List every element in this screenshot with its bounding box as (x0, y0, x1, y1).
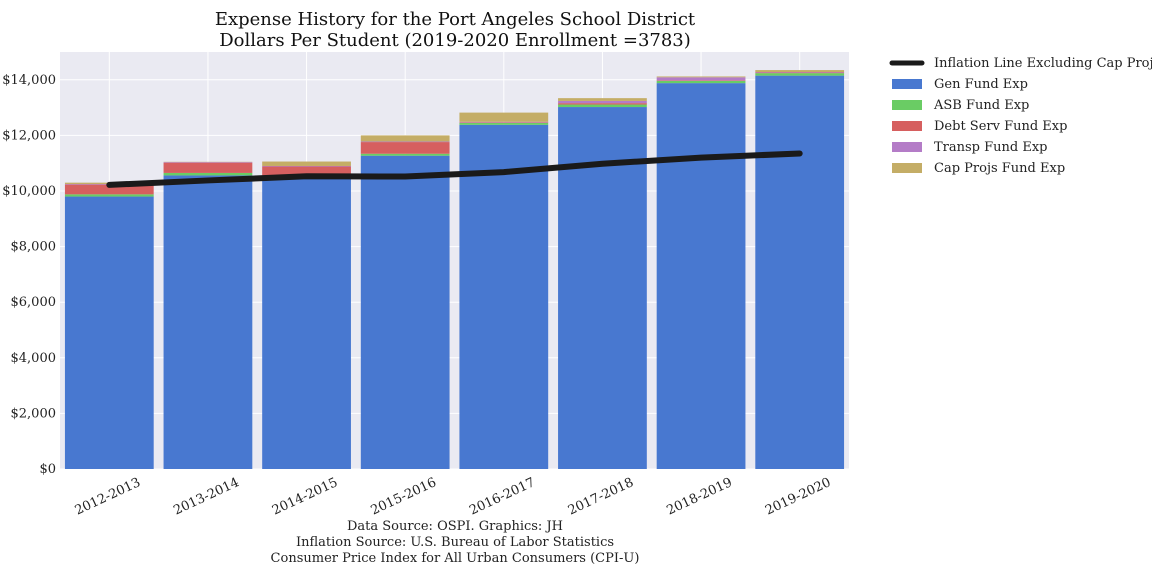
bar-segment (459, 124, 549, 469)
bar-segment (755, 70, 845, 73)
bar-segment (360, 142, 450, 154)
bar-segment (755, 72, 845, 73)
inflation-line (106, 150, 803, 188)
y-tick-label: $8,000 (11, 240, 57, 255)
line-layer (106, 150, 803, 188)
legend-label: Transp Fund Exp (934, 140, 1048, 155)
bar-segment (360, 153, 450, 156)
bar-segment (64, 196, 154, 469)
bar-segment (656, 77, 746, 81)
y-tick-label: $10,000 (2, 184, 56, 199)
bar-segment (558, 103, 647, 105)
x-tick-label: 2017-2018 (566, 475, 636, 518)
bar-segment (262, 165, 351, 167)
legend-label: Cap Projs Fund Exp (934, 161, 1065, 176)
y-tick-label: $0 (39, 462, 56, 477)
bar-segment (459, 122, 549, 125)
y-tick-label: $14,000 (2, 73, 56, 88)
y-axis: $0 $2,000 $4,000 $6,000 $8,000 $10,000 $12,000… (2, 73, 56, 477)
bar-segment (64, 194, 154, 197)
bar-segment (360, 135, 450, 142)
legend-swatch (892, 100, 922, 110)
bar-segment (656, 80, 746, 84)
bar-segment (558, 100, 647, 104)
bar-segment (360, 141, 450, 143)
legend: Inflation Line Excluding Cap Projs Gen Fu… (889, 56, 1152, 176)
x-axis: 2012-2013 2013-2014 2014-2015 2015-2016 2016… (73, 475, 834, 518)
legend-label: Inflation Line Excluding Cap Projs (934, 56, 1152, 71)
bar-segment (755, 75, 845, 469)
bar-segment (163, 175, 253, 469)
legend-swatch (892, 163, 922, 173)
bar-segment (459, 122, 549, 123)
legend-swatch (892, 142, 922, 152)
bar-segment (459, 121, 549, 123)
bar-segment (656, 83, 746, 470)
bar-segment (262, 161, 351, 166)
chart-title-line-2: Dollars Per Student (2019-2020 Enrollmen… (219, 30, 691, 51)
inflation-source-note: Inflation Source: U.S. Bureau of Labor S… (296, 535, 614, 550)
cpi-note: Consumer Price Index for All Urban Consu… (271, 551, 640, 566)
y-tick-label: $12,000 (2, 128, 56, 143)
y-tick-label: $2,000 (11, 406, 57, 421)
bar-segment (558, 98, 647, 101)
bar-segment (163, 162, 253, 173)
y-tick-label: $4,000 (11, 351, 57, 366)
bar-segment (755, 73, 845, 76)
legend-label: Gen Fund Exp (934, 77, 1028, 92)
legend-label: ASB Fund Exp (933, 98, 1029, 113)
bar-segment (656, 80, 746, 81)
legend-swatch (892, 79, 922, 89)
data-source-note: Data Source: OSPI. Graphics: JH (347, 519, 563, 534)
x-tick-label: 2018-2019 (664, 475, 734, 518)
bar-segment (163, 172, 253, 176)
bar-segment (262, 166, 351, 176)
bar-segment (64, 184, 154, 195)
x-tick-label: 2015-2016 (369, 475, 439, 518)
y-tick-label: $6,000 (11, 295, 57, 310)
bar-segment (163, 162, 253, 163)
bar-segment (459, 112, 549, 122)
bar-segment (262, 177, 351, 469)
x-tick-label: 2013-2014 (171, 475, 241, 518)
bar-segment (558, 104, 647, 108)
x-tick-label: 2016-2017 (467, 475, 537, 518)
chart-title-line-1: Expense History for the Port Angeles Sch… (215, 9, 696, 30)
x-tick-label: 2012-2013 (73, 475, 143, 518)
bar-segment (360, 155, 450, 469)
legend-swatch (892, 121, 922, 131)
x-tick-label: 2019-2020 (763, 475, 833, 518)
legend-label: Debt Serv Fund Exp (934, 119, 1067, 134)
x-tick-label: 2014-2015 (270, 475, 340, 518)
bar-segment (755, 72, 845, 74)
bar-segment (656, 76, 746, 78)
